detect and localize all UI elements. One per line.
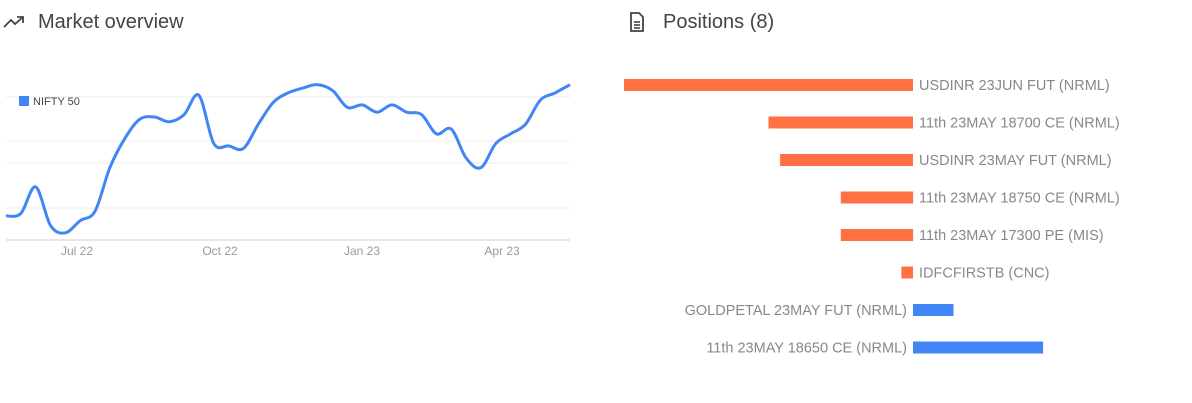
positions-title: Positions (8) [663,10,775,33]
position-bar[interactable] [913,304,954,316]
market-overview-title: Market overview [38,10,184,33]
nifty-50-series-line [5,83,571,235]
document-icon [627,10,647,34]
legend-swatch [19,96,29,106]
position-label: GOLDPETAL 23MAY FUT (NRML) [685,303,907,319]
market-overview-header: Market overview [2,10,184,34]
position-bar[interactable] [913,341,1044,354]
position-label: USDINR 23MAY FUT (NRML) [919,153,1112,169]
position-label: 11th 23MAY 18650 CE (NRML) [706,341,907,357]
position-label: 11th 23MAY 18750 CE (NRML) [919,191,1120,207]
trending-up-icon [2,10,26,34]
position-label: 11th 23MAY 17300 PE (MIS) [919,228,1104,244]
x-tick-label: Apr 23 [484,244,520,258]
position-label: USDINR 23JUN FUT (NRML) [919,78,1110,94]
position-bar[interactable] [901,266,913,279]
position-label: IDFCFIRSTB (CNC) [919,266,1050,282]
positions-header: Positions (8) [627,10,774,34]
position-bar[interactable] [780,154,913,166]
position-bar[interactable] [768,116,914,129]
position-bar[interactable] [840,229,914,241]
x-tick-label: Oct 22 [202,244,238,258]
position-bar[interactable] [840,191,914,204]
x-tick-label: Jul 22 [61,244,93,258]
x-tick-label: Jan 23 [344,244,380,258]
market-overview-chart: Jul 22 Oct 22 Jan 23 Apr 23 NIFTY 50 [5,83,571,258]
positions-chart: USDINR 23JUN FUT (NRML) 11th 23MAY 18700 … [624,78,1120,357]
position-label: 11th 23MAY 18700 CE (NRML) [919,116,1120,132]
legend-label: NIFTY 50 [33,96,80,108]
position-bar[interactable] [624,79,913,91]
